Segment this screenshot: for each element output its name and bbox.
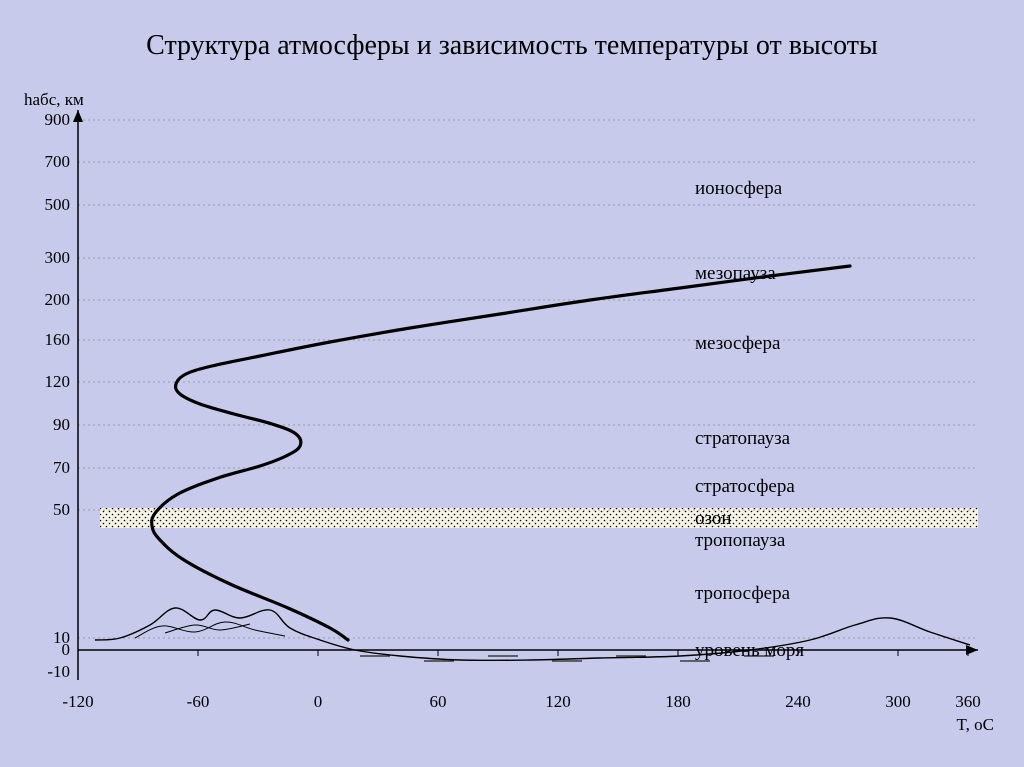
chart-svg bbox=[0, 0, 1024, 767]
x-tick-label: -120 bbox=[62, 692, 93, 712]
x-tick-label: 120 bbox=[545, 692, 571, 712]
layer-label: мезопауза bbox=[695, 263, 776, 285]
y-tick-label: 700 bbox=[20, 152, 70, 172]
y-tick-label: 200 bbox=[20, 290, 70, 310]
y-tick-label: 10 bbox=[20, 628, 70, 648]
y-tick-label: 70 bbox=[20, 458, 70, 478]
x-tick-label: 60 bbox=[430, 692, 447, 712]
y-tick-label: 900 bbox=[20, 110, 70, 130]
x-tick-label: 0 bbox=[314, 692, 323, 712]
x-tick-label: -60 bbox=[187, 692, 210, 712]
y-tick-label: 90 bbox=[20, 415, 70, 435]
layer-label: тропосфера bbox=[695, 583, 790, 605]
y-tick-label: 500 bbox=[20, 195, 70, 215]
layer-label: озон bbox=[695, 508, 732, 530]
layer-label: мезосфера bbox=[695, 333, 780, 355]
y-tick-label: 300 bbox=[20, 248, 70, 268]
x-tick-label: 300 bbox=[885, 692, 911, 712]
x-tick-label: 240 bbox=[785, 692, 811, 712]
layer-label: стратосфера bbox=[695, 476, 795, 498]
layer-label: уровень моря bbox=[695, 640, 804, 662]
x-tick-label: 180 bbox=[665, 692, 691, 712]
layer-label: тропопауза bbox=[695, 530, 785, 552]
y-tick-label: 160 bbox=[20, 330, 70, 350]
layer-label: стратопауза bbox=[695, 428, 790, 450]
y-tick-label: 120 bbox=[20, 372, 70, 392]
y-tick-label: -10 bbox=[20, 662, 70, 682]
y-tick-label: 50 bbox=[20, 500, 70, 520]
layer-label: ионосфера bbox=[695, 178, 782, 200]
x-tick-label: 360 bbox=[955, 692, 981, 712]
